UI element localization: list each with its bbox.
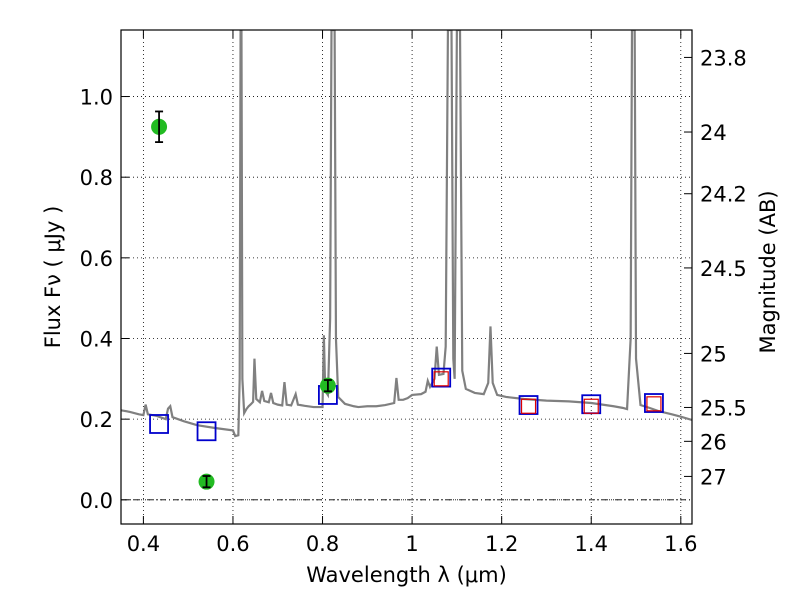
right-y-tick-label: 25.5 bbox=[700, 396, 747, 420]
model-photometry-square bbox=[518, 395, 539, 415]
right-y-tick-label: 24.5 bbox=[700, 257, 747, 281]
y-tick-label: 0.8 bbox=[80, 166, 113, 190]
model-photometry-square-inner bbox=[583, 398, 599, 414]
model-spectrum-line bbox=[121, 30, 692, 438]
right-y-tick-label: 27 bbox=[700, 465, 727, 489]
model-photometry-square bbox=[644, 393, 664, 413]
x-tick-label: 1.2 bbox=[485, 532, 518, 556]
y-tick-label: 0.0 bbox=[80, 489, 113, 513]
x-tick-label: 1 bbox=[405, 532, 418, 556]
right-y-tick-label: 25 bbox=[700, 342, 727, 366]
right-y-tick-label: 26 bbox=[700, 430, 727, 454]
tick-labels: 0.4 0.6 0.8 1 1.2 1.4 1.6 0.0 0.2 0.4 0.6 0.8 1.0 23.… bbox=[80, 46, 747, 556]
grid bbox=[121, 30, 692, 524]
x-tick-label: 0.8 bbox=[306, 532, 339, 556]
axes-frame bbox=[120, 29, 693, 525]
right-y-tick-label: 23.8 bbox=[700, 46, 747, 70]
y-tick-label: 0.2 bbox=[80, 408, 113, 432]
right-y-axis-label: Magnitude (AB) bbox=[756, 190, 780, 353]
right-y-tick-label: 24 bbox=[700, 121, 727, 145]
model-photometry-square-inner bbox=[520, 398, 537, 414]
x-tick-label: 1.4 bbox=[575, 532, 608, 556]
axis-ticks bbox=[121, 30, 692, 524]
data-markers bbox=[149, 110, 664, 490]
y-tick-label: 1.0 bbox=[80, 86, 113, 110]
right-y-tick-label: 24.2 bbox=[700, 183, 747, 207]
x-tick-label: 0.4 bbox=[127, 532, 160, 556]
x-tick-label: 0.6 bbox=[216, 532, 249, 556]
y-tick-label: 0.4 bbox=[80, 327, 113, 351]
x-axis-label: Wavelength λ (μm) bbox=[306, 563, 507, 587]
y-axis-label: Flux Fν ( μJy ) bbox=[41, 206, 65, 349]
x-tick-label: 1.6 bbox=[664, 532, 697, 556]
plot-area bbox=[121, 30, 692, 490]
model-photometry-square-inner bbox=[433, 371, 449, 387]
model-photometry-square-inner bbox=[646, 396, 662, 412]
model-photometry-square bbox=[149, 414, 169, 434]
model-photometry-square bbox=[431, 367, 452, 388]
y-tick-label: 0.6 bbox=[80, 247, 113, 271]
model-photometry-square bbox=[196, 421, 217, 442]
